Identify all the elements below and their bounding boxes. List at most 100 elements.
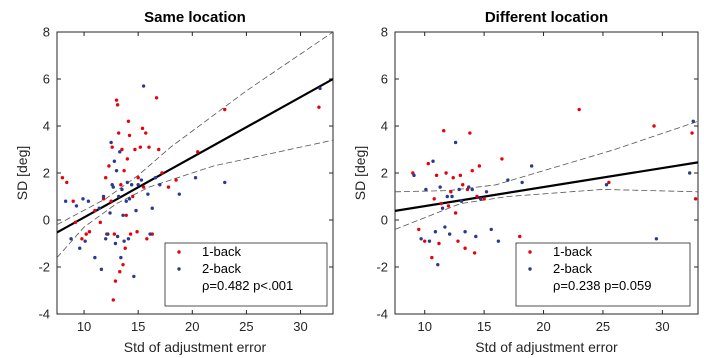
chart-title: Same location — [144, 9, 246, 26]
data-point-2-back — [463, 230, 467, 234]
data-point-2-back — [466, 185, 471, 189]
data-point-1-back — [144, 131, 148, 135]
legend-marker — [528, 267, 532, 271]
x-tick-label: 20 — [185, 319, 199, 334]
data-point-1-back — [690, 131, 694, 135]
data-point-2-back — [529, 164, 534, 168]
data-point-2-back — [520, 180, 524, 185]
data-point-2-back — [81, 197, 85, 201]
data-point-2-back — [113, 241, 118, 246]
data-point-1-back — [482, 197, 486, 201]
data-point-2-back — [126, 237, 131, 241]
x-tick-label: 30 — [293, 319, 307, 334]
y-tick-label: -2 — [38, 260, 50, 275]
legend-label: 2-back — [553, 261, 593, 276]
data-point-1-back — [693, 197, 698, 201]
legend-marker — [528, 250, 532, 254]
data-point-2-back — [83, 239, 87, 243]
legend-box — [164, 242, 328, 307]
data-point-1-back — [131, 194, 135, 199]
data-point-2-back — [318, 86, 322, 91]
y-tick-label: 4 — [43, 119, 50, 134]
data-point-1-back — [160, 171, 164, 175]
data-point-1-back — [123, 246, 127, 250]
data-point-2-back — [115, 234, 120, 239]
data-point-1-back — [423, 239, 427, 243]
data-point-2-back — [121, 213, 125, 217]
legend: 1-back 2-back ρ=0.238 p=0.059 — [515, 242, 691, 307]
data-point-1-back — [475, 194, 479, 199]
data-point-2-back — [150, 206, 154, 210]
data-point-1-back — [84, 232, 88, 236]
y-tick-label: -4 — [376, 307, 388, 322]
data-point-1-back — [439, 201, 444, 206]
data-point-1-back — [101, 197, 106, 201]
data-point-1-back — [112, 232, 117, 236]
y-axis-label: SD [deg] — [14, 146, 30, 200]
data-point-2-back — [424, 187, 428, 192]
data-point-1-back — [451, 176, 455, 180]
data-point-1-back — [174, 178, 178, 182]
data-point-2-back — [118, 150, 122, 154]
data-point-2-back — [447, 232, 452, 236]
data-point-2-back — [177, 192, 182, 196]
data-point-2-back — [474, 234, 478, 239]
x-tick-label: 15 — [477, 319, 491, 334]
data-point-1-back — [125, 157, 130, 161]
data-point-1-back — [126, 119, 131, 124]
data-point-2-back — [453, 140, 458, 145]
data-point-2-back — [691, 119, 695, 124]
data-point-1-back — [107, 164, 111, 168]
data-point-2-back — [99, 267, 104, 272]
regression-line — [395, 161, 698, 212]
data-point-1-back — [145, 237, 149, 241]
data-point-1-back — [127, 133, 132, 138]
data-point-1-back — [138, 145, 143, 149]
data-point-2-back — [78, 246, 82, 250]
ci-upper-line — [395, 120, 698, 193]
y-axis-label: SD [deg] — [352, 146, 368, 200]
data-point-2-back — [445, 194, 449, 199]
legend-label: 1-back — [202, 244, 242, 259]
data-point-2-back — [427, 239, 432, 243]
data-point-1-back — [109, 199, 113, 203]
data-point-2-back — [496, 239, 501, 243]
data-point-2-back — [127, 197, 132, 201]
data-point-2-back — [109, 140, 113, 145]
data-point-1-back — [141, 185, 146, 189]
data-point-1-back — [110, 145, 114, 149]
data-point-1-back — [607, 180, 611, 185]
data-point-2-back — [112, 159, 117, 163]
x-tick-label: 30 — [655, 319, 669, 334]
data-point-2-back — [223, 180, 227, 185]
data-point-2-back — [506, 178, 510, 182]
data-point-2-back — [125, 180, 130, 185]
data-point-2-back — [193, 176, 198, 180]
ci-upper-line — [57, 32, 333, 226]
data-point-1-back — [577, 107, 581, 112]
data-point-2-back — [457, 187, 461, 192]
y-tick-label: 8 — [381, 25, 388, 40]
legend-box — [515, 242, 691, 307]
data-point-1-back — [121, 262, 125, 267]
data-point-1-back — [114, 98, 119, 102]
data-point-1-back — [147, 145, 151, 149]
data-point-1-back — [468, 131, 472, 135]
data-point-2-back — [654, 237, 659, 241]
data-point-2-back — [419, 237, 423, 241]
data-point-1-back — [456, 239, 460, 243]
data-point-1-back — [73, 220, 78, 225]
data-point-2-back — [431, 159, 435, 163]
data-point-1-back — [449, 190, 453, 194]
regression-line — [57, 78, 333, 234]
data-point-2-back — [74, 204, 79, 208]
data-point-1-back — [430, 255, 434, 260]
data-point-2-back — [122, 239, 126, 243]
data-point-2-back — [489, 227, 493, 232]
ci-lower-line — [395, 188, 698, 230]
data-point-2-back — [687, 171, 692, 175]
data-point-1-back — [461, 183, 465, 187]
data-point-2-back — [153, 176, 158, 180]
data-point-2-back — [148, 232, 152, 236]
data-point-1-back — [453, 211, 458, 215]
